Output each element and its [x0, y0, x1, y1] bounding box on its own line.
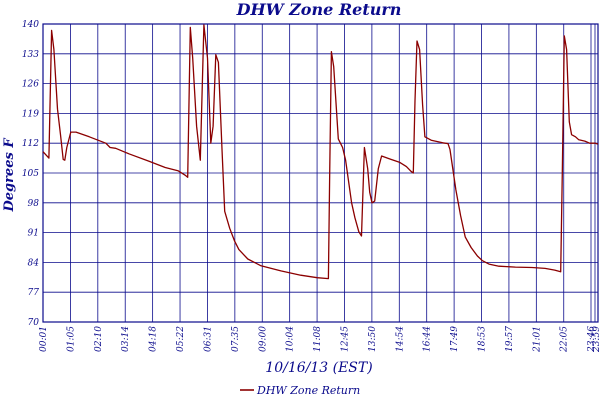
x-tick-label: 00:01: [39, 326, 49, 352]
x-tick-label: 10:04: [286, 326, 296, 352]
x-tick-label: 18:53: [478, 326, 488, 352]
x-tick-label: 12:45: [340, 326, 350, 352]
x-tick-label: 23:46: [587, 326, 597, 353]
x-tick-label: 17:49: [450, 326, 460, 352]
y-tick-label: 84: [28, 258, 40, 268]
x-tick-label: 04:18: [149, 326, 159, 352]
y-tick-label: 105: [22, 169, 39, 179]
series-line-dhw-zone-return: [42, 24, 599, 280]
x-tick-label: 06:31: [203, 326, 213, 352]
x-tick-label: 16:44: [423, 326, 433, 352]
legend: DHW Zone Return: [240, 384, 360, 397]
x-tick-label: 11:08: [313, 326, 323, 352]
x-axis-ticks: 00:01 01:05 02:10 03:14 04:18 05:22 06:31 07:35…: [39, 326, 600, 353]
y-tick-label: 119: [22, 109, 39, 119]
x-tick-label: 07:35: [231, 326, 241, 352]
x-tick-label: 19:57: [505, 326, 515, 352]
y-tick-label: 140: [22, 20, 39, 30]
x-tick-label: 03:14: [121, 326, 131, 352]
y-tick-label: 98: [28, 199, 40, 209]
legend-label: DHW Zone Return: [256, 384, 360, 397]
x-tick-label: 09:00: [258, 326, 268, 352]
y-axis-label: Degrees F: [2, 138, 17, 213]
x-tick-label: 01:05: [66, 326, 76, 352]
x-tick-label: 13:50: [368, 326, 378, 352]
chart-title: DHW Zone Return: [236, 0, 402, 19]
x-tick-label: 14:54: [395, 326, 405, 352]
plot-area: [42, 23, 599, 323]
y-tick-label: 133: [22, 50, 39, 60]
x-tick-label: 21:01: [532, 326, 542, 353]
x-axis-label: 10/16/13 (EST): [265, 360, 372, 376]
y-tick-label: 91: [28, 229, 39, 239]
x-tick-label: 02:10: [94, 326, 104, 352]
y-tick-label: 112: [22, 139, 39, 149]
x-tick-label: 05:22: [176, 326, 186, 352]
y-tick-label: 77: [28, 288, 40, 298]
x-tick-label: 22:05: [560, 326, 570, 353]
x-tick-label: 23:59: [592, 326, 600, 353]
y-axis-ticks: 70 77 84 91 98 105 112 119 126 133 140: [22, 20, 39, 328]
y-tick-label: 126: [22, 80, 39, 90]
y-tick-label: 70: [28, 318, 40, 328]
